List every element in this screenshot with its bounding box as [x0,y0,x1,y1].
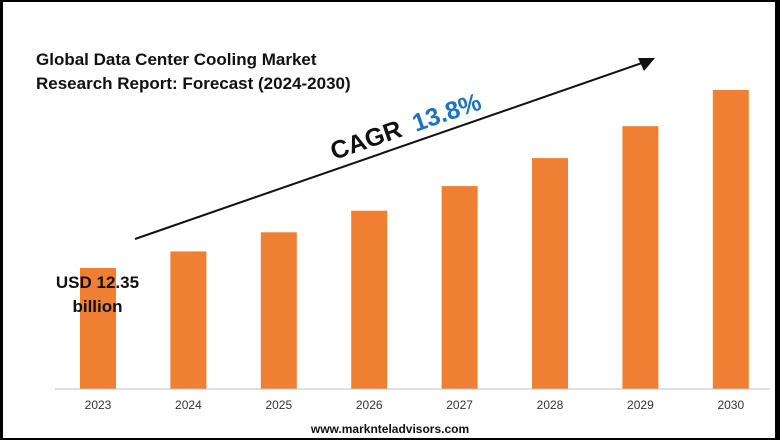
x-tick-label-2026: 2026 [356,398,383,412]
bar-2024 [170,251,207,389]
x-tick-label-2028: 2028 [537,398,564,412]
bar-2030 [712,90,749,389]
chart-title-line-2: Research Report: Forecast (2024-2030) [36,74,351,93]
bar-2025 [260,232,297,389]
bar-2023 [80,268,116,389]
growth-arrow-head [638,58,655,71]
bar-2026 [351,210,388,389]
bar-2027 [441,186,478,389]
start-value-label: USD 12.35 billion [40,271,155,319]
x-tick-label-2027: 2027 [446,398,473,412]
x-tick-label-2029: 2029 [627,398,654,412]
x-tick-label-2030: 2030 [717,398,744,412]
bars-group [80,90,749,389]
bar-2029 [622,126,659,389]
start-value-line-2: billion [72,297,123,316]
growth-arrow [134,58,655,240]
chart-title: Global Data Center Cooling Market Resear… [36,48,416,96]
bar-2028 [532,158,568,389]
x-tick-label-2024: 2024 [175,398,202,412]
x-tick-labels: 2023 2024 2025 2026 2027 2028 2029 2030 [85,398,745,412]
chart-title-line-1: Global Data Center Cooling Market [36,50,317,69]
x-tick-label-2023: 2023 [85,398,112,412]
x-tick-label-2025: 2025 [265,398,292,412]
growth-arrow-line [134,62,643,240]
footer-url: www.marknteladvisors.com [310,422,470,436]
start-value-line-1: USD 12.35 [55,273,140,292]
